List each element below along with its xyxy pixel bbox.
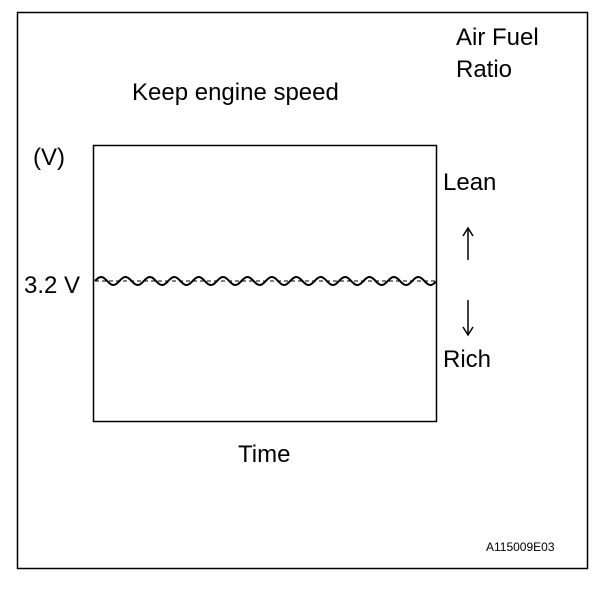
- title-line: Ratio: [456, 56, 512, 83]
- up-arrow: [462, 226, 474, 260]
- y-unit: (V): [33, 144, 65, 171]
- outer-frame: [16, 11, 589, 570]
- lean-label: Lean: [443, 169, 496, 196]
- condition-label: Keep engine speed: [132, 79, 339, 106]
- signal-wave: [94, 275, 437, 287]
- title-line: Air Fuel: [456, 24, 539, 51]
- down-arrow: [462, 300, 474, 337]
- figure-id: A115009E03: [486, 540, 555, 554]
- x-label: Time: [238, 441, 290, 468]
- graph-frame: [92, 144, 438, 423]
- rich-label: Rich: [443, 346, 491, 373]
- level-label: 3.2 V: [24, 272, 80, 299]
